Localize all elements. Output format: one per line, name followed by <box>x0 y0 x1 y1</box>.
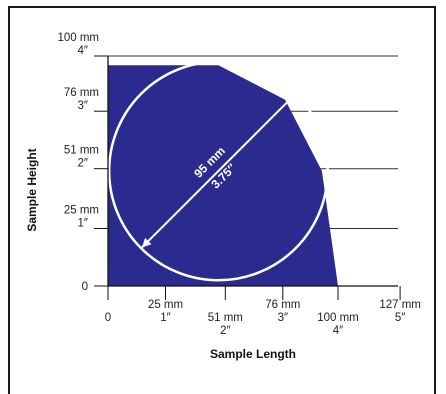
x-tick-label-mm-5: 127 mm <box>379 299 421 311</box>
x-tick-label-in-1: 1″ <box>160 312 170 324</box>
sample-region <box>108 65 338 286</box>
y-axis-title: Sample Height <box>25 148 39 231</box>
y-tick-label-mm-3: 76 mm <box>64 87 99 99</box>
y-tick-label-mm-1: 25 mm <box>64 205 99 217</box>
x-tick-label-in-2: 2″ <box>220 325 230 337</box>
arrow-head-end <box>285 94 295 105</box>
y-tick-label-in-2: 2″ <box>78 158 88 170</box>
x-axis-ticks: 0 25 mm1″ 51 mm2″ 76 mm3″ 100 mm4″ 127 mm5″ <box>105 286 421 337</box>
x-tick-label-mm-2: 51 mm <box>208 312 243 324</box>
x-tick-label-in-5: 5″ <box>395 312 405 324</box>
x-tick-label-mm-1: 25 mm <box>148 299 183 311</box>
x-tick-label-in-3: 3″ <box>278 312 288 324</box>
x-tick-label-mm-0: 0 <box>105 312 111 324</box>
y-tick-label-in-1: 1″ <box>78 218 88 230</box>
x-tick-label-mm-4: 100 mm <box>317 312 359 324</box>
x-tick-label-in-4: 4″ <box>333 325 343 337</box>
y-tick-label-in-4: 4″ <box>78 45 88 57</box>
arrow-head-start <box>141 237 152 248</box>
y-tick-label-mm-4: 100 mm <box>57 32 99 44</box>
axes <box>107 56 398 287</box>
diameter-arrow <box>141 93 296 249</box>
y-tick-label-mm-0: 0 <box>82 281 88 293</box>
x-axis-title: Sample Length <box>210 347 296 361</box>
y-tick-label-mm-2: 51 mm <box>64 145 99 157</box>
y-axis-ticks: 0 25 mm1″ 51 mm2″ 76 mm3″ 100 mm4″ <box>57 32 108 293</box>
max-diameter-circle <box>107 60 329 282</box>
diagram-frame <box>8 6 436 394</box>
x-tick-label-mm-3: 76 mm <box>265 299 300 311</box>
y-tick-label-in-3: 3″ <box>78 100 88 112</box>
